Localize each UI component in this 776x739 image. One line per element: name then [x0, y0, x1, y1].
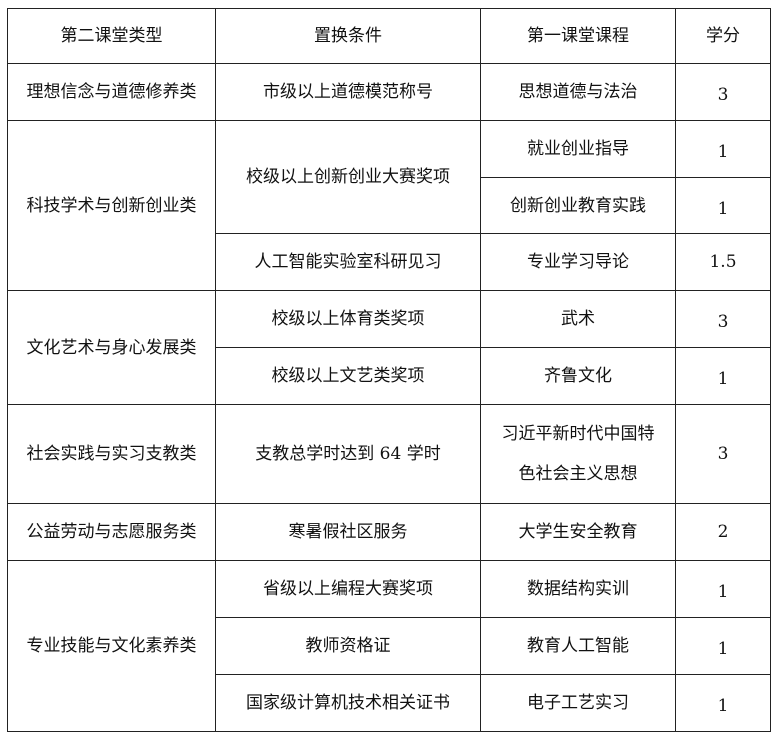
course-cell: 大学生安全教育	[480, 503, 676, 561]
table-row: 校级以上文艺类奖项 齐鲁文化 1	[8, 347, 771, 405]
type-cell: 理想信念与道德修养类	[7, 63, 216, 121]
course-cell: 齐鲁文化	[480, 347, 676, 405]
credit-cell: 1	[675, 617, 771, 675]
type-cell: 文化艺术与身心发展类	[7, 290, 216, 405]
table-row: 理想信念与道德修养类 市级以上道德模范称号 思想道德与法治 3	[7, 63, 771, 121]
table-row: 文化艺术与身心发展类 校级以上体育类奖项 武术 3	[7, 290, 771, 405]
condition-cell: 校级以上创新创业大赛奖项	[215, 120, 481, 234]
condition-cell: 人工智能实验室科研见习	[215, 233, 481, 291]
credit-replacement-table: 第二课堂类型 置换条件 第一课堂课程 学分 理想信念与道德修养类 市级以上道德模…	[7, 8, 771, 732]
condition-cell: 寒暑假社区服务	[215, 503, 481, 561]
course-cell: 电子工艺实习	[480, 674, 676, 732]
header-row: 第二课堂类型 置换条件 第一课堂课程 学分	[7, 8, 771, 64]
credit-cell: 1	[675, 560, 771, 618]
type-cell: 科技学术与创新创业类	[7, 120, 216, 291]
credit-cell: 1.5	[675, 233, 771, 291]
header-cell: 学分	[675, 8, 771, 64]
table-row: 人工智能实验室科研见习 专业学习导论 1.5	[8, 233, 771, 291]
credit-cell: 3	[675, 290, 771, 348]
header-cell: 第二课堂类型	[7, 8, 216, 64]
course-cell: 思想道德与法治	[480, 63, 676, 121]
condition-cell: 国家级计算机技术相关证书	[215, 674, 481, 732]
condition-cell: 市级以上道德模范称号	[215, 63, 481, 121]
condition-cell: 校级以上文艺类奖项	[215, 347, 481, 405]
course-cell: 创新创业教育实践	[480, 177, 676, 234]
condition-cell: 支教总学时达到 64 学时	[215, 404, 481, 504]
table-row: 公益劳动与志愿服务类 寒暑假社区服务 大学生安全教育 2	[7, 503, 771, 561]
credit-cell: 1	[675, 674, 771, 732]
condition-cell: 教师资格证	[215, 617, 481, 675]
credit-cell: 3	[675, 404, 771, 504]
condition-cell: 省级以上编程大赛奖项	[215, 560, 481, 618]
type-cell: 社会实践与实习支教类	[7, 404, 216, 504]
course-cell: 武术	[480, 290, 676, 348]
type-cell: 公益劳动与志愿服务类	[7, 503, 216, 561]
course-cell: 数据结构实训	[480, 560, 676, 618]
table-row: 教师资格证 教育人工智能 1	[8, 617, 771, 675]
credit-cell: 2	[675, 503, 771, 561]
course-cell: 就业创业指导	[480, 120, 676, 178]
course-cell: 教育人工智能	[480, 617, 676, 675]
credit-cell: 1	[675, 177, 771, 234]
course-cell: 专业学习导论	[480, 233, 676, 291]
table-row: 专业技能与文化素养类 省级以上编程大赛奖项 数据结构实训 1	[7, 560, 771, 732]
header-cell: 置换条件	[215, 8, 481, 64]
table-row: 创新创业教育实践 1	[8, 177, 771, 234]
table-row: 科技学术与创新创业类 校级以上创新创业大赛奖项 就业创业指导 1	[7, 120, 771, 291]
table-row: 社会实践与实习支教类 支教总学时达到 64 学时 习近平新时代中国特色社会主义思…	[7, 404, 771, 504]
course-cell: 习近平新时代中国特色社会主义思想	[480, 404, 676, 504]
credit-cell: 3	[675, 63, 771, 121]
header-cell: 第一课堂课程	[480, 8, 676, 64]
table-row: 国家级计算机技术相关证书 电子工艺实习 1	[8, 674, 771, 732]
credit-cell: 1	[675, 347, 771, 405]
condition-cell: 校级以上体育类奖项	[215, 290, 481, 348]
credit-cell: 1	[675, 120, 771, 178]
type-cell: 专业技能与文化素养类	[7, 560, 216, 732]
